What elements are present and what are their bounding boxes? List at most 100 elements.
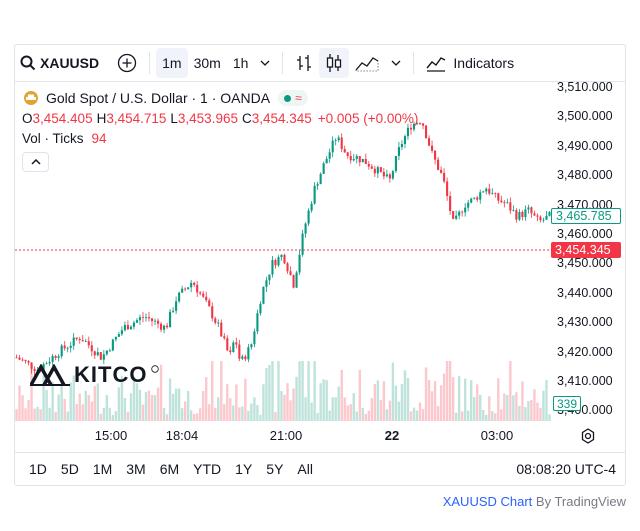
volume-bar <box>168 378 172 421</box>
interval-1m[interactable]: 1m <box>156 47 188 78</box>
candle-body <box>355 156 358 159</box>
volume-bar <box>24 408 27 421</box>
volume-bar <box>469 380 473 421</box>
volume-bar <box>33 408 36 421</box>
volume-bar <box>111 414 115 421</box>
symbol-search[interactable]: XAUUSD <box>14 48 105 78</box>
volume-bar <box>48 407 51 421</box>
volume-tag: 339 <box>553 396 581 411</box>
candle-body <box>72 337 75 346</box>
candle-body <box>120 330 123 335</box>
indicators-button[interactable]: Indicators <box>420 48 520 78</box>
volume-bar <box>346 405 349 421</box>
candle-body <box>244 356 247 360</box>
divider <box>149 51 151 74</box>
volume-bar <box>198 408 202 421</box>
time-tick: 22 <box>384 428 400 443</box>
chart-style-dropdown[interactable] <box>385 48 407 78</box>
gear-icon <box>581 428 595 444</box>
candle-body <box>337 137 340 141</box>
volume-bar <box>355 411 358 421</box>
range-5d[interactable]: 5D <box>60 461 79 477</box>
candle-body <box>518 211 521 220</box>
registered-icon <box>151 365 160 373</box>
ohlc-row: O 3,454.405 H 3,454.715 L 3,453.965 C 3,454.… <box>22 108 418 128</box>
candle-body <box>461 211 464 213</box>
candle-body <box>527 207 530 210</box>
range-1y[interactable]: 1Y <box>235 461 253 477</box>
candle-body <box>181 288 184 293</box>
candle-body <box>42 364 45 371</box>
range-5y[interactable]: 5Y <box>266 461 284 477</box>
volume-bar <box>445 361 449 421</box>
range-1d[interactable]: 1D <box>29 461 47 477</box>
attribution-suffix: By TradingView <box>532 494 626 509</box>
candles-style-button[interactable] <box>319 47 350 78</box>
interval-label: 1m <box>162 54 182 71</box>
candle-body <box>205 296 208 301</box>
volume-bar <box>430 391 434 421</box>
candle-body <box>485 188 488 192</box>
volume-bar <box>247 410 250 421</box>
time-tick: 18:04 <box>165 428 199 443</box>
interval-dropdown[interactable] <box>254 48 276 78</box>
market-status-badge[interactable]: ≈ <box>278 90 308 106</box>
volume-bar <box>132 376 136 421</box>
volume-bar <box>295 376 298 421</box>
bars-style-button[interactable] <box>289 48 319 78</box>
volume-bar <box>262 384 265 421</box>
range-3m[interactable]: 3M <box>126 461 146 477</box>
volume-bar <box>421 409 425 421</box>
candle-body <box>361 158 364 163</box>
low-value: 3,453.965 <box>177 110 238 126</box>
symbol-label: XAUUSD <box>40 54 100 71</box>
candle-body <box>57 356 60 358</box>
candle-body <box>467 202 470 208</box>
volume-bar <box>268 364 271 421</box>
volume-bar <box>253 397 256 421</box>
candle-body <box>418 123 422 124</box>
volume-bar <box>433 381 437 421</box>
volume-bar <box>509 361 512 421</box>
range-6m[interactable]: 6M <box>159 461 180 477</box>
volume-bar <box>129 393 133 421</box>
candle-body <box>54 356 57 358</box>
price-chart-canvas[interactable] <box>15 83 551 421</box>
volume-bar <box>45 390 48 421</box>
candle-body <box>449 196 452 212</box>
volume-bar <box>494 413 497 421</box>
chart-link[interactable]: XAUUSD Chart <box>442 494 533 509</box>
range-all[interactable]: All <box>297 461 313 477</box>
range-ytd[interactable]: YTD <box>193 461 222 477</box>
range-1m[interactable]: 1M <box>92 461 113 477</box>
candle-body <box>141 317 145 319</box>
volume-bar <box>66 411 69 421</box>
timezone-clock[interactable]: 08:08:20 UTC-4 <box>516 461 616 477</box>
candle-body <box>277 257 280 266</box>
volume-bar <box>180 408 184 421</box>
candle-body <box>114 336 117 340</box>
volume-bar <box>265 368 268 421</box>
volume-bar <box>223 404 226 421</box>
volume-bar <box>409 411 413 421</box>
candle-body <box>274 260 277 266</box>
chart-settings-button[interactable] <box>580 428 596 449</box>
price-tag-last: 3,454.345 <box>551 242 621 258</box>
interval-30m[interactable]: 30m <box>188 48 227 78</box>
volume-bar <box>376 380 380 421</box>
volume-bar <box>322 379 325 421</box>
interval-1h[interactable]: 1h <box>227 48 255 78</box>
volume-bar <box>283 394 286 421</box>
candle-body <box>524 209 527 218</box>
candle-body <box>382 171 385 177</box>
candle-body <box>373 168 376 174</box>
candle-body <box>265 280 268 287</box>
compare-button[interactable] <box>111 48 143 78</box>
area-style-button[interactable] <box>349 48 385 78</box>
collapse-legend-button[interactable] <box>22 152 49 172</box>
candle-body <box>488 188 491 194</box>
candle-body <box>512 210 515 211</box>
volume-bar <box>518 405 521 421</box>
market-open-dot <box>284 94 292 102</box>
candle-body <box>367 164 370 167</box>
